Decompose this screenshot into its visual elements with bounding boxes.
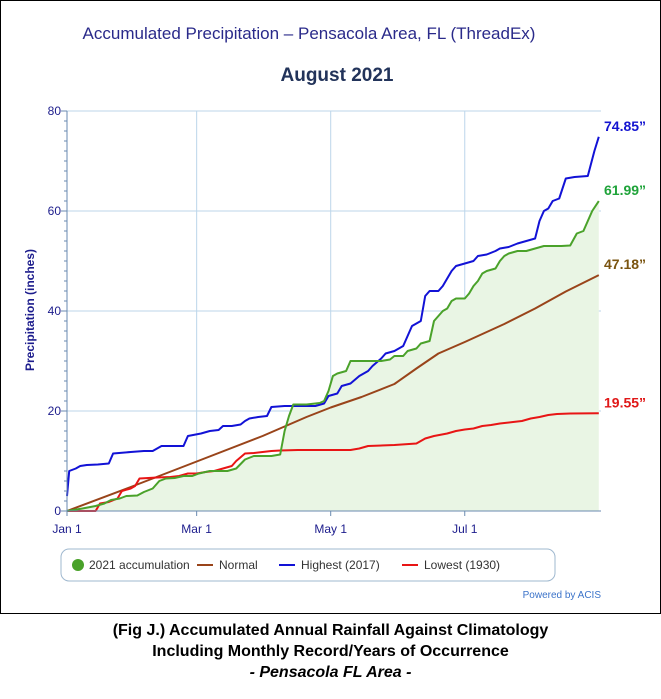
legend-marker-dot xyxy=(72,559,84,571)
accumulation-area xyxy=(67,201,599,511)
end-label-lowest-1930: 19.55” xyxy=(604,394,646,410)
series-line-highest-2017 xyxy=(66,136,600,497)
legend-item-normal[interactable]: Normal xyxy=(197,558,258,572)
legend-label: Normal xyxy=(219,558,258,572)
caption-line-2: Including Monthly Record/Years of Occurr… xyxy=(152,643,509,660)
y-tick-label: 0 xyxy=(54,504,61,518)
end-label-normal: 47.18” xyxy=(604,256,646,272)
chart-title: Accumulated Precipitation – Pensacola Ar… xyxy=(83,24,536,43)
end-label-highest-2017: 74.85” xyxy=(604,118,646,134)
x-tick-label: May 1 xyxy=(314,522,347,536)
legend-box xyxy=(60,548,556,582)
legend-item-lowest-1930[interactable]: Lowest (1930) xyxy=(402,558,500,572)
end-label-2021-accumulation: 61.99” xyxy=(604,182,646,198)
chart-frame: Accumulated Precipitation – Pensacola Ar… xyxy=(0,0,661,614)
accumulation-fill xyxy=(67,201,599,511)
x-tick-label: Mar 1 xyxy=(181,522,212,536)
caption-line-3: - Pensacola FL Area - xyxy=(249,664,412,681)
figure-caption: (Fig J.) Accumulated Annual Rainfall Aga… xyxy=(0,620,661,683)
x-tick-label: Jan 1 xyxy=(52,522,82,536)
y-tick-label: 60 xyxy=(48,204,62,218)
powered-by-link[interactable]: Powered by ACIS xyxy=(523,590,602,601)
caption-line-1: (Fig J.) Accumulated Annual Rainfall Aga… xyxy=(112,622,549,639)
y-tick-label: 20 xyxy=(48,404,62,418)
chart-canvas: Accumulated Precipitation – Pensacola Ar… xyxy=(23,24,646,601)
y-axis-label: Precipitation (inches) xyxy=(23,249,37,371)
legend-item-highest-2017[interactable]: Highest (2017) xyxy=(279,558,380,572)
legend-label: Highest (2017) xyxy=(301,558,380,572)
legend-label: Lowest (1930) xyxy=(424,558,500,572)
legend-label: 2021 accumulation xyxy=(89,558,190,572)
series-lines xyxy=(66,136,600,512)
y-tick-label: 40 xyxy=(48,304,62,318)
series-line-normal xyxy=(66,274,600,512)
x-tick-label: Jul 1 xyxy=(452,522,478,536)
series-line-2021-accumulation xyxy=(66,200,600,512)
legend: 2021 accumulation Normal Highest (2017) Low… xyxy=(60,548,556,582)
legend-item-2021-accumulation[interactable]: 2021 accumulation xyxy=(72,558,190,572)
chart-subtitle: August 2021 xyxy=(281,65,394,86)
axes: 0 20 40 60 80 Jan 1 Mar 1 May 1 Jul 1 xyxy=(48,104,601,536)
end-value-labels: 61.99” 47.18” 74.85” 19.55” xyxy=(604,118,646,411)
y-tick-label: 80 xyxy=(48,104,62,118)
